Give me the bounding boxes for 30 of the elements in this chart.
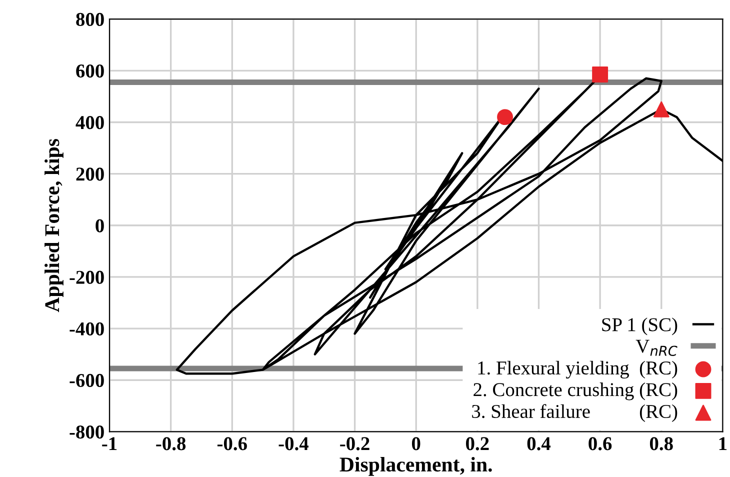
legend-label: 3. Shear failure (RC)	[472, 404, 678, 422]
y-tick-label: 400	[76, 116, 104, 130]
legend-label: SP 1 (SC)	[602, 318, 678, 336]
y-tick-label: -800	[70, 426, 104, 439]
x-tick-label: 1	[719, 437, 727, 450]
x-tick-label: 0	[412, 437, 420, 450]
point	[592, 66, 608, 82]
legend-label: V$_{nRC}$	[636, 340, 678, 356]
point	[653, 101, 670, 118]
y-axis-title: Applied Force, kips	[44, 138, 64, 312]
point	[497, 109, 513, 126]
x-tick-label: -1	[102, 437, 117, 450]
x-tick-label: 0.2	[466, 437, 489, 450]
x-tick-label: -0.8	[156, 437, 186, 450]
x-tick-label: 0.4	[527, 437, 551, 450]
x-axis-title: Displacement, in.	[340, 456, 492, 476]
x-tick-label: -0.2	[340, 437, 370, 450]
x-tick-label: -0.4	[278, 437, 308, 450]
y-tick-label: -400	[70, 322, 104, 336]
x-tick-label: 0.6	[588, 437, 612, 450]
y-tick-label: 600	[76, 64, 104, 78]
y-tick-label: 800	[76, 12, 104, 26]
x-tick-label: -0.6	[217, 437, 247, 450]
y-tick-label: -200	[70, 270, 104, 284]
legend-label: 2. Concrete crushing (RC)	[474, 382, 678, 400]
y-tick-label: 0	[96, 219, 104, 232]
y-tick-label: -600	[70, 374, 104, 388]
y-tick-label: 200	[76, 168, 104, 181]
x-tick-label: 0.8	[650, 437, 673, 450]
legend-label: 1. Flexural yielding (RC)	[478, 360, 678, 379]
